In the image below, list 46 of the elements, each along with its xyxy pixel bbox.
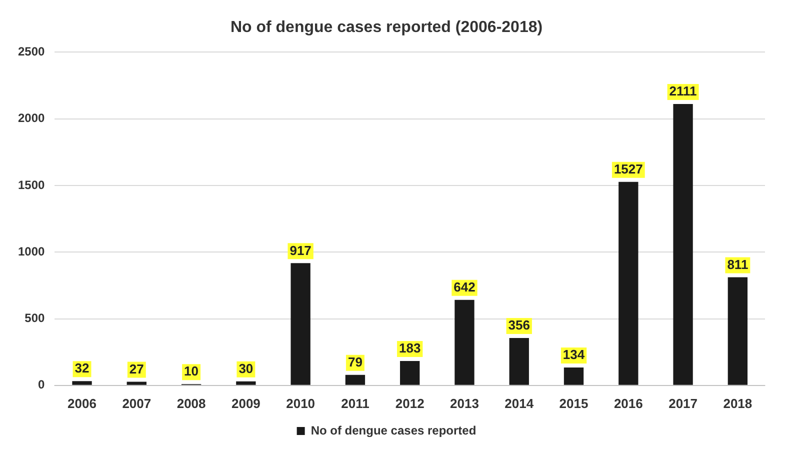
data-label: 356: [508, 318, 530, 333]
bar: [618, 182, 638, 385]
data-label: 30: [238, 360, 254, 376]
data-label: 642: [454, 279, 476, 294]
data-label: 917: [290, 242, 312, 258]
x-tick-label: 2016: [614, 396, 643, 411]
data-label: 811: [727, 256, 748, 272]
data-label: 27: [129, 361, 144, 376]
bar: [728, 277, 748, 385]
y-tick-label: 2000: [18, 111, 46, 126]
x-tick-label: 2010: [286, 396, 316, 411]
bar: [72, 381, 92, 385]
bar: [400, 361, 420, 385]
bar: [454, 300, 474, 385]
y-tick-label: 2500: [18, 44, 46, 59]
data-label: 2111: [669, 84, 697, 99]
data-label: 32: [74, 360, 90, 376]
x-tick-label: 2017: [668, 396, 698, 411]
x-tick-label: 2011: [341, 396, 370, 411]
bar: [126, 382, 146, 385]
x-tick-label: 2018: [723, 396, 752, 411]
legend-label: No of dengue cases reported: [310, 423, 476, 438]
y-tick-label: 0: [38, 378, 46, 392]
bar: [673, 104, 693, 385]
x-tick-label: 2007: [122, 396, 152, 411]
bar: [290, 263, 310, 385]
bar: [509, 338, 529, 385]
bar: [236, 381, 256, 385]
y-tick-label: 1500: [18, 178, 46, 192]
x-tick-label: 2013: [450, 396, 479, 411]
data-label: 1527: [614, 161, 643, 176]
bar: [345, 374, 366, 385]
y-tick-label: 500: [24, 311, 46, 326]
data-label: 183: [398, 340, 421, 356]
data-label: 10: [184, 364, 199, 379]
y-tick-label: 1000: [18, 244, 46, 258]
data-label: 79: [348, 354, 362, 370]
x-tick-label: 2012: [395, 396, 424, 411]
chart-title: No of dengue cases reported (2006-2018): [230, 19, 543, 36]
x-tick-label: 2009: [231, 396, 260, 411]
x-tick-label: 2006: [68, 396, 96, 411]
data-label: 134: [562, 347, 586, 362]
x-tick-label: 2008: [176, 396, 206, 411]
x-tick-label: 2014: [504, 396, 534, 411]
x-tick-label: 2015: [559, 396, 588, 411]
bar: [564, 368, 584, 385]
